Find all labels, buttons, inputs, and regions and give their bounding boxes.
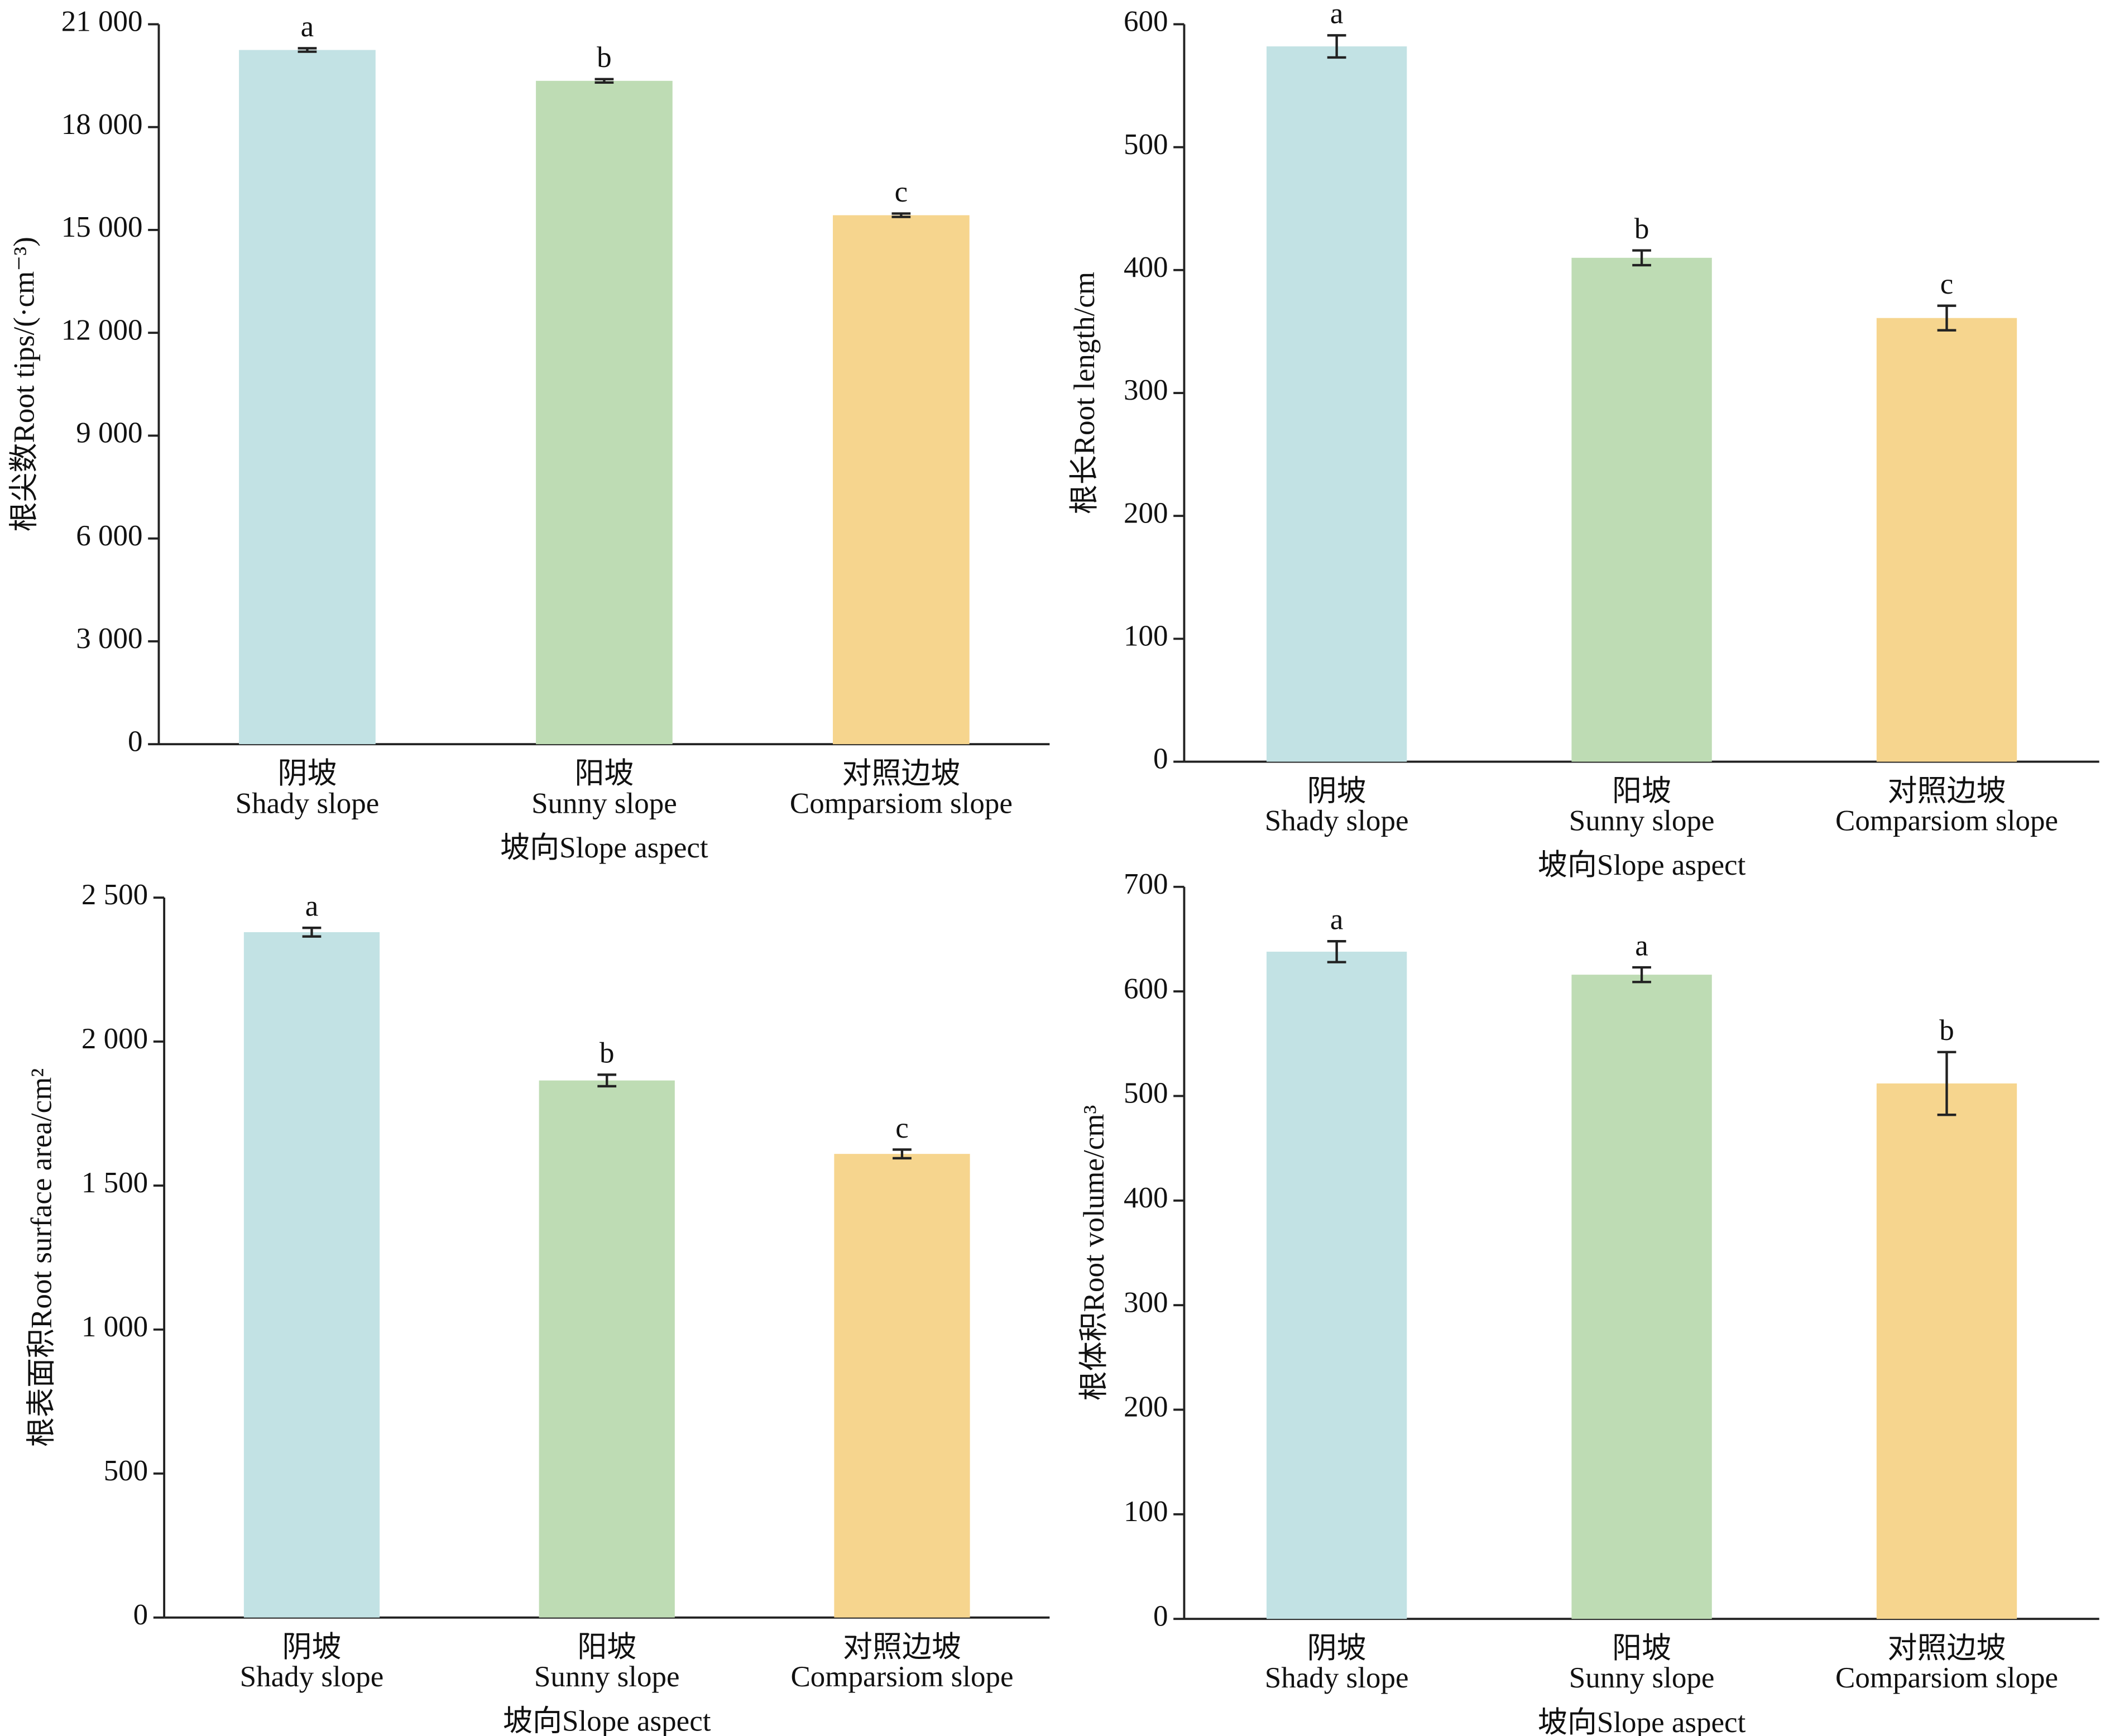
y-tick-label: 700 bbox=[1124, 868, 1168, 900]
bar bbox=[1571, 975, 1712, 1619]
y-tick-label: 500 bbox=[1124, 1077, 1168, 1110]
bar bbox=[1876, 1083, 2017, 1619]
y-tick-label: 400 bbox=[1124, 1182, 1168, 1214]
x-tick-label: Shady slope bbox=[1265, 1662, 1409, 1694]
y-tick-label: 6 000 bbox=[76, 520, 142, 552]
error-bar bbox=[1632, 249, 1651, 267]
x-tick-label: Comparsiom slope bbox=[1835, 1662, 2058, 1694]
y-axis-label: 根长Root length/cm bbox=[1068, 272, 1101, 514]
bar bbox=[834, 1154, 970, 1618]
significance-letter: a bbox=[305, 890, 319, 923]
x-tick-label: Shady slope bbox=[236, 787, 380, 819]
x-tick-label: Comparsiom slope bbox=[790, 787, 1013, 819]
y-tick-label: 9 000 bbox=[76, 417, 142, 449]
significance-letter: a bbox=[1635, 929, 1648, 962]
y-tick-label: 0 bbox=[1153, 1600, 1168, 1632]
y-tick-label: 500 bbox=[104, 1455, 148, 1487]
y-tick-label: 600 bbox=[1124, 6, 1168, 38]
significance-letter: a bbox=[1330, 904, 1344, 936]
y-tick-label: 500 bbox=[1124, 128, 1168, 161]
y-tick-label: 2 000 bbox=[81, 1023, 148, 1055]
significance-letter: b bbox=[600, 1037, 615, 1070]
y-tick-label: 2 500 bbox=[81, 879, 148, 911]
x-tick-label: 阳坡 bbox=[1612, 775, 1671, 808]
significance-letter: a bbox=[301, 11, 314, 43]
y-tick-label: 0 bbox=[1153, 743, 1168, 775]
bar bbox=[239, 50, 376, 745]
significance-letter: c bbox=[1940, 268, 1954, 300]
significance-letter: c bbox=[895, 176, 908, 208]
y-axis-label: 根表面积Root surface area/cm² bbox=[26, 1068, 58, 1447]
x-tick-label: 阳坡 bbox=[577, 1631, 636, 1663]
x-tick-label: Sunny slope bbox=[1569, 805, 1715, 837]
bar bbox=[243, 932, 380, 1618]
x-tick-label: 阳坡 bbox=[574, 757, 634, 790]
y-axis-label: 根尖数Root tips/(·cm⁻³) bbox=[8, 237, 40, 531]
significance-letter: a bbox=[1330, 0, 1344, 30]
error-bar bbox=[1937, 1051, 1956, 1116]
y-tick-label: 600 bbox=[1124, 972, 1168, 1005]
y-tick-label: 15 000 bbox=[61, 211, 143, 243]
significance-letter: b bbox=[1634, 213, 1649, 245]
bar bbox=[1571, 257, 1712, 762]
y-tick-label: 400 bbox=[1124, 251, 1168, 284]
x-tick-label: Comparsiom slope bbox=[790, 1661, 1013, 1693]
y-tick-label: 300 bbox=[1124, 374, 1168, 406]
y-tick-label: 1 000 bbox=[81, 1311, 148, 1343]
y-tick-label: 3 000 bbox=[76, 622, 142, 655]
y-tick-label: 18 000 bbox=[61, 108, 143, 141]
x-tick-label: 对照边坡 bbox=[1887, 775, 2006, 808]
x-axis-label: 坡向Slope aspect bbox=[503, 1705, 711, 1736]
x-tick-label: 阴坡 bbox=[1307, 1632, 1366, 1665]
x-tick-label: 阳坡 bbox=[1612, 1632, 1671, 1665]
error-bar bbox=[891, 212, 911, 218]
error-bar bbox=[1327, 939, 1346, 963]
bar bbox=[1266, 951, 1407, 1619]
x-tick-label: 阴坡 bbox=[1307, 775, 1366, 808]
error-bar bbox=[597, 1073, 617, 1088]
y-tick-label: 200 bbox=[1124, 1391, 1168, 1423]
y-tick-label: 0 bbox=[133, 1599, 148, 1631]
x-tick-label: 阴坡 bbox=[277, 757, 337, 790]
x-tick-label: 对照边坡 bbox=[1887, 1632, 2006, 1665]
significance-letter: c bbox=[895, 1112, 909, 1144]
error-bar bbox=[1937, 304, 1956, 332]
x-tick-label: Shady slope bbox=[1265, 805, 1409, 837]
x-tick-label: Sunny slope bbox=[534, 1661, 680, 1693]
x-axis-label: 坡向Slope aspect bbox=[1538, 849, 1746, 881]
x-tick-label: Comparsiom slope bbox=[1835, 805, 2058, 837]
significance-letter: b bbox=[597, 41, 612, 74]
y-tick-label: 0 bbox=[128, 725, 143, 757]
error-bar bbox=[302, 927, 322, 938]
y-tick-label: 100 bbox=[1124, 1495, 1168, 1528]
y-axis-label: 根体积Root volume/cm³ bbox=[1078, 1105, 1110, 1401]
error-bar bbox=[594, 78, 614, 84]
bar bbox=[536, 80, 673, 745]
x-tick-label: Sunny slope bbox=[531, 787, 677, 819]
y-tick-label: 1 500 bbox=[81, 1167, 148, 1199]
x-tick-label: Sunny slope bbox=[1569, 1662, 1715, 1694]
error-bar bbox=[1327, 34, 1346, 59]
error-bar bbox=[1632, 966, 1651, 984]
x-tick-label: 对照边坡 bbox=[842, 757, 960, 790]
bar bbox=[539, 1080, 675, 1618]
y-tick-label: 200 bbox=[1124, 497, 1168, 529]
y-tick-label: 21 000 bbox=[61, 6, 143, 38]
x-tick-label: 对照边坡 bbox=[843, 1631, 961, 1663]
x-axis-label: 坡向Slope aspect bbox=[1538, 1706, 1746, 1736]
y-tick-label: 12 000 bbox=[61, 314, 143, 346]
bar bbox=[833, 215, 970, 745]
error-bar bbox=[893, 1148, 912, 1160]
bar bbox=[1266, 46, 1407, 762]
bar bbox=[1876, 318, 2017, 762]
error-bar bbox=[298, 47, 317, 53]
y-tick-label: 300 bbox=[1124, 1286, 1168, 1318]
x-tick-label: 阴坡 bbox=[282, 1631, 341, 1663]
significance-letter: b bbox=[1939, 1014, 1954, 1047]
y-tick-label: 100 bbox=[1124, 620, 1168, 653]
x-axis-label: 坡向Slope aspect bbox=[500, 832, 708, 864]
x-tick-label: Shady slope bbox=[240, 1661, 384, 1693]
